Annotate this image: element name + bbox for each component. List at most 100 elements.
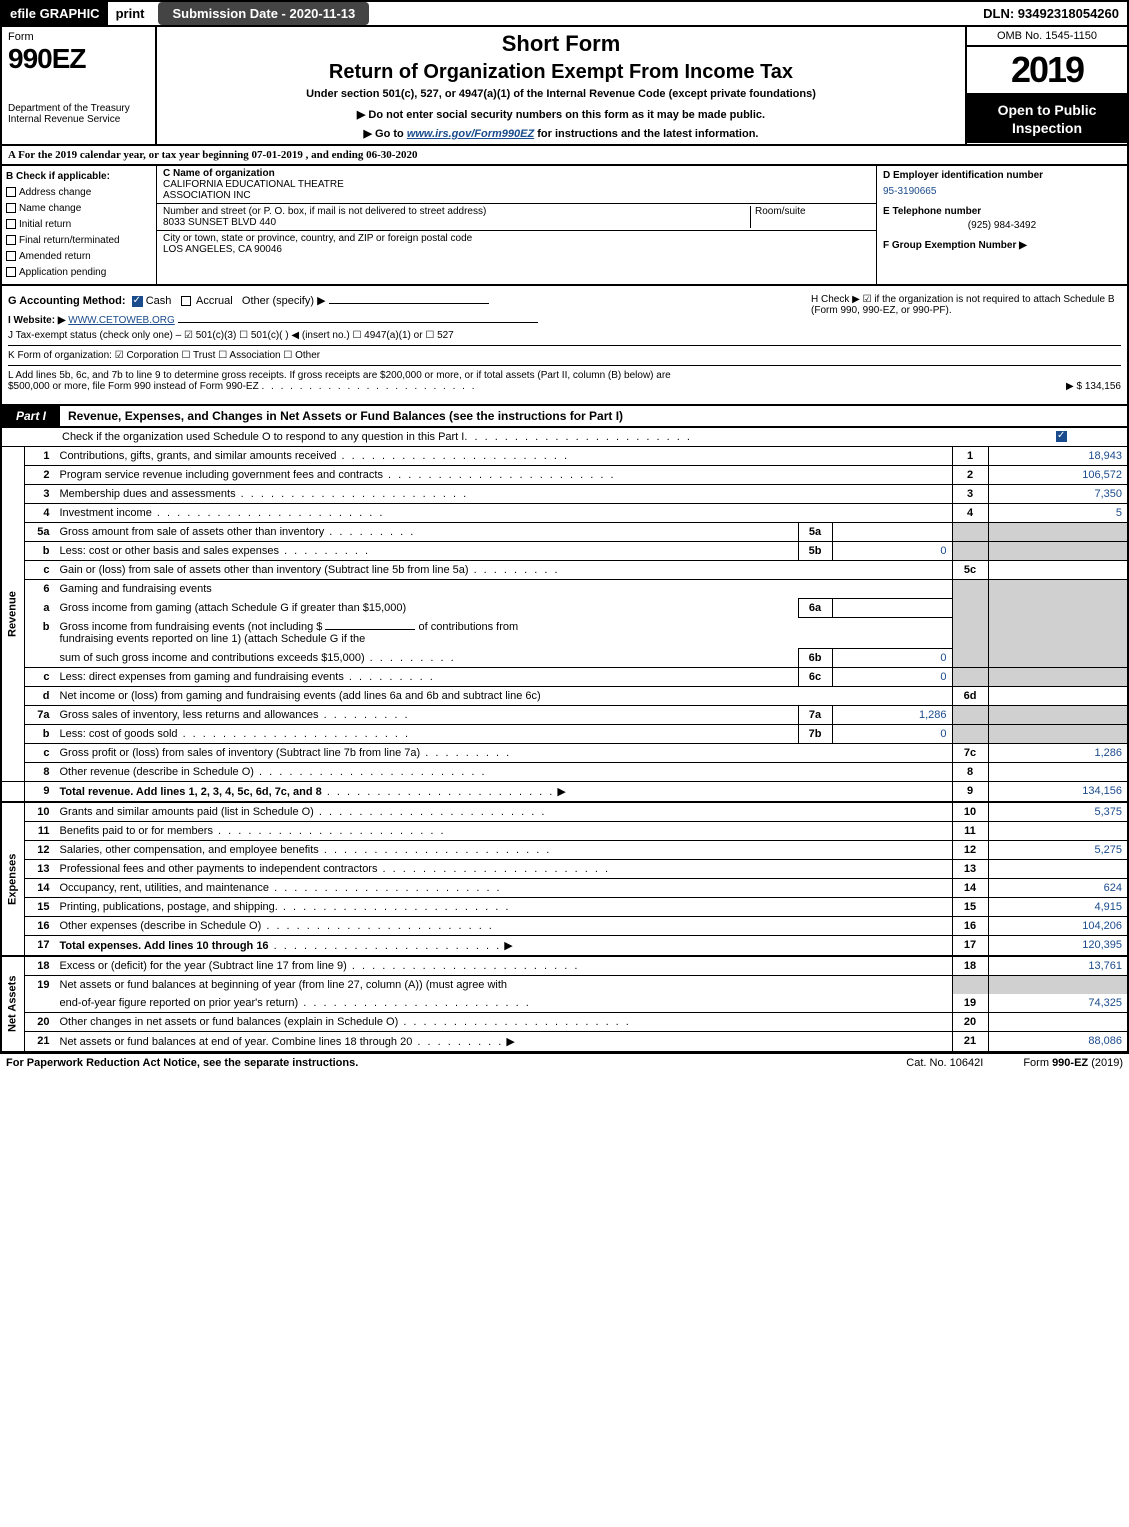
- side-netassets: Net Assets: [1, 956, 25, 1052]
- print-button[interactable]: print: [108, 2, 153, 25]
- public-inspection: Open to Public Inspection: [967, 95, 1127, 143]
- submission-date: Submission Date - 2020-11-13: [158, 2, 369, 25]
- goto-pre: ▶ Go to: [364, 128, 407, 140]
- org-name-label: C Name of organization: [163, 168, 870, 179]
- val-17: 120,395: [988, 936, 1128, 957]
- goto-link[interactable]: www.irs.gov/Form990EZ: [407, 128, 534, 140]
- part1-checkbox[interactable]: [1056, 431, 1067, 442]
- info-grid: B Check if applicable: Address change Na…: [0, 166, 1129, 286]
- l-gross-receipts: L Add lines 5b, 6c, and 7b to line 9 to …: [8, 365, 1121, 392]
- val-9: 134,156: [988, 782, 1128, 803]
- ein-label: D Employer identification number: [883, 169, 1121, 183]
- k-form-org: K Form of organization: ☑ Corporation ☐ …: [8, 345, 1121, 361]
- cash-checkbox[interactable]: [132, 296, 143, 307]
- val-2: 106,572: [988, 466, 1128, 485]
- city-label: City or town, state or province, country…: [163, 233, 870, 244]
- val-6b: 0: [832, 649, 952, 668]
- dept-treasury: Department of the Treasury: [8, 103, 149, 114]
- j-tax-exempt: J Tax-exempt status (check only one) – ☑…: [8, 330, 1121, 341]
- org-name-1: CALIFORNIA EDUCATIONAL THEATRE: [163, 179, 870, 190]
- val-4: 5: [988, 504, 1128, 523]
- val-11: [988, 822, 1128, 841]
- website-link[interactable]: WWW.CETOWEB.ORG: [68, 315, 174, 326]
- city-value: LOS ANGELES, CA 90046: [163, 244, 870, 255]
- part1-title: Revenue, Expenses, and Changes in Net As…: [60, 406, 1127, 426]
- part1-check-row: Check if the organization used Schedule …: [0, 428, 1129, 446]
- l-value: ▶ $ 134,156: [1066, 381, 1121, 392]
- street-value: 8033 SUNSET BLVD 440: [163, 217, 750, 228]
- box-b: B Check if applicable: Address change Na…: [2, 166, 157, 284]
- side-expenses: Expenses: [1, 802, 25, 956]
- dln-label: DLN: 93492318054260: [975, 2, 1127, 25]
- side-revenue: Revenue: [1, 447, 25, 782]
- paperwork-notice: For Paperwork Reduction Act Notice, see …: [6, 1057, 358, 1069]
- street-label: Number and street (or P. O. box, if mail…: [163, 206, 750, 217]
- goto-post: for instructions and the latest informat…: [537, 128, 758, 140]
- dept-irs: Internal Revenue Service: [8, 114, 149, 125]
- room-label: Room/suite: [755, 206, 870, 217]
- accrual-checkbox[interactable]: [181, 296, 191, 306]
- form-number: 990EZ: [8, 43, 149, 75]
- form-ref: Form 990-EZ (2019): [1023, 1057, 1123, 1069]
- goto-line: ▶ Go to www.irs.gov/Form990EZ for instru…: [161, 127, 961, 140]
- part1-table: Revenue 1 Contributions, gifts, grants, …: [0, 446, 1129, 1053]
- form-header: Form 990EZ Department of the Treasury In…: [0, 27, 1129, 146]
- val-5b: 0: [832, 542, 952, 561]
- short-form-title: Short Form: [161, 31, 961, 57]
- header-right: OMB No. 1545-1150 2019 Open to Public In…: [967, 27, 1127, 144]
- opt-amended-return[interactable]: Amended return: [6, 249, 152, 265]
- val-12: 5,275: [988, 841, 1128, 860]
- tax-year: 2019: [967, 47, 1127, 95]
- val-8: [988, 763, 1128, 782]
- omb-number: OMB No. 1545-1150: [967, 27, 1127, 47]
- ssn-warning: ▶ Do not enter social security numbers o…: [161, 108, 961, 121]
- val-7b: 0: [832, 725, 952, 744]
- box-c: C Name of organization CALIFORNIA EDUCAT…: [157, 166, 877, 284]
- val-14: 624: [988, 879, 1128, 898]
- header-left: Form 990EZ Department of the Treasury In…: [2, 27, 157, 144]
- val-10: 5,375: [988, 802, 1128, 822]
- row-a-tax-year: A For the 2019 calendar year, or tax yea…: [0, 146, 1129, 166]
- gh-block: G Accounting Method: Cash Accrual Other …: [0, 286, 1129, 406]
- form-word: Form: [8, 31, 149, 43]
- val-5a: [832, 523, 952, 542]
- under-section: Under section 501(c), 527, or 4947(a)(1)…: [161, 88, 961, 100]
- opt-address-change[interactable]: Address change: [6, 185, 152, 201]
- header-title-block: Short Form Return of Organization Exempt…: [157, 27, 967, 144]
- box-b-title: B Check if applicable:: [6, 169, 152, 185]
- val-7c: 1,286: [988, 744, 1128, 763]
- val-16: 104,206: [988, 917, 1128, 936]
- val-18: 13,761: [988, 956, 1128, 976]
- part1-tab: Part I: [2, 406, 60, 426]
- return-title: Return of Organization Exempt From Incom…: [161, 61, 961, 84]
- val-6a: [832, 599, 952, 618]
- opt-final-return[interactable]: Final return/terminated: [6, 233, 152, 249]
- top-bar: efile GRAPHIC print Submission Date - 20…: [0, 0, 1129, 27]
- page-footer: For Paperwork Reduction Act Notice, see …: [0, 1053, 1129, 1072]
- part1-header: Part I Revenue, Expenses, and Changes in…: [0, 406, 1129, 428]
- val-6c: 0: [832, 668, 952, 687]
- val-6d: [988, 687, 1128, 706]
- opt-name-change[interactable]: Name change: [6, 201, 152, 217]
- i-website: I Website: ▶ WWW.CETOWEB.ORG: [8, 315, 1121, 326]
- box-def: D Employer identification number 95-3190…: [877, 166, 1127, 284]
- group-exemption: F Group Exemption Number ▶: [883, 239, 1121, 253]
- val-7a: 1,286: [832, 706, 952, 725]
- val-13: [988, 860, 1128, 879]
- val-3: 7,350: [988, 485, 1128, 504]
- val-5c: [988, 561, 1128, 580]
- cat-no: Cat. No. 10642I: [906, 1057, 983, 1069]
- opt-initial-return[interactable]: Initial return: [6, 217, 152, 233]
- tel-label: E Telephone number: [883, 205, 1121, 219]
- efile-label: efile GRAPHIC: [2, 2, 108, 25]
- tel-value: (925) 984-3492: [883, 219, 1121, 233]
- val-21: 88,086: [988, 1032, 1128, 1053]
- ein-value: 95-3190665: [883, 185, 1121, 199]
- org-name-2: ASSOCIATION INC: [163, 190, 870, 201]
- val-19: 74,325: [988, 994, 1128, 1013]
- val-1: 18,943: [988, 447, 1128, 466]
- val-15: 4,915: [988, 898, 1128, 917]
- val-20: [988, 1013, 1128, 1032]
- opt-application-pending[interactable]: Application pending: [6, 265, 152, 281]
- h-schedule-b: H Check ▶ ☑ if the organization is not r…: [811, 294, 1121, 316]
